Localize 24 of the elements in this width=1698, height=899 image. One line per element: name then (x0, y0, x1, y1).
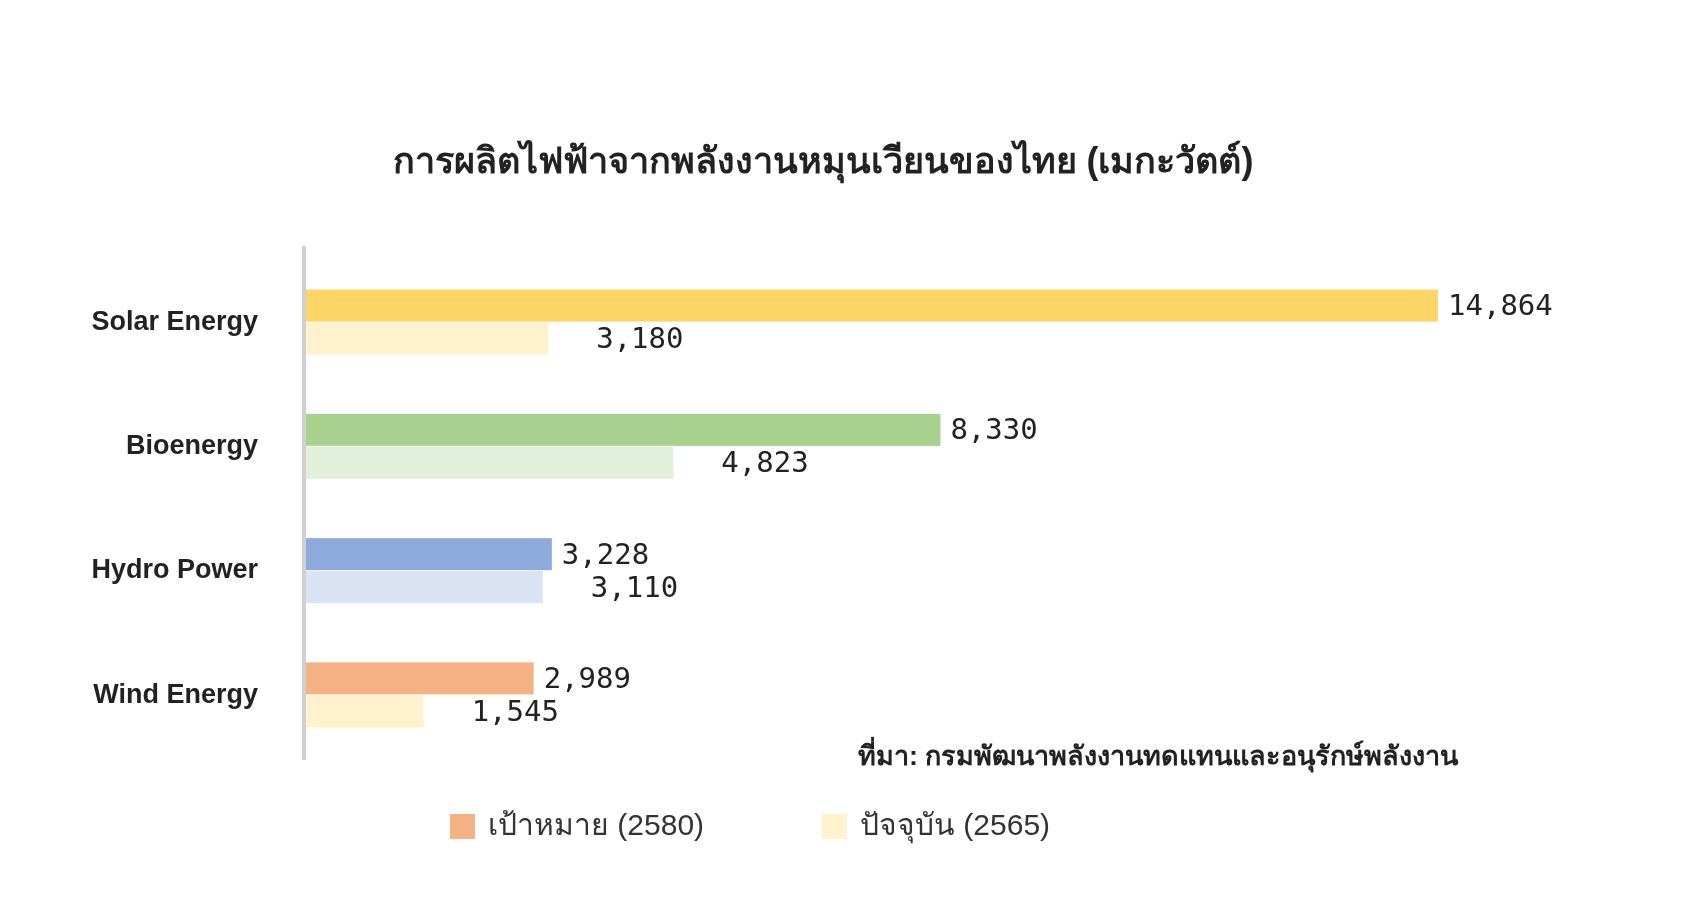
y-tick-label: Wind Energy (93, 678, 258, 709)
bar (306, 662, 534, 695)
bar (306, 322, 549, 355)
bar (306, 538, 552, 571)
legend-label: เป้าหมาย (2580) (488, 807, 705, 841)
bar (306, 413, 941, 446)
data-label: 1,545 (471, 693, 559, 728)
data-label: 14,864 (1448, 288, 1553, 323)
bar (306, 695, 424, 728)
legend-label: ปัจจุบัน (2565) (860, 807, 1051, 844)
bar (306, 571, 543, 604)
data-label: 8,330 (950, 412, 1038, 447)
y-tick-label: Bioenergy (125, 429, 258, 460)
bar (306, 446, 674, 479)
bar (306, 289, 1438, 322)
data-label: 2,989 (543, 660, 631, 695)
data-label: 4,823 (721, 445, 809, 480)
annotation: ที่มา: กรมพัฒนาพลังงานทดแทนและอนุรักษ์พลังงาน (858, 736, 1460, 773)
chart-title: การผลิตไฟฟ้าจากพลังงานหมุนเวียนของไทย (เมกะวัตต์) (392, 139, 1254, 184)
y-tick-label: Solar Energy (91, 305, 258, 336)
data-label: 3,180 (596, 321, 684, 356)
y-tick-label: Hydro Power (91, 554, 259, 585)
data-label: 3,110 (590, 569, 679, 604)
data-label: 3,228 (561, 536, 650, 571)
